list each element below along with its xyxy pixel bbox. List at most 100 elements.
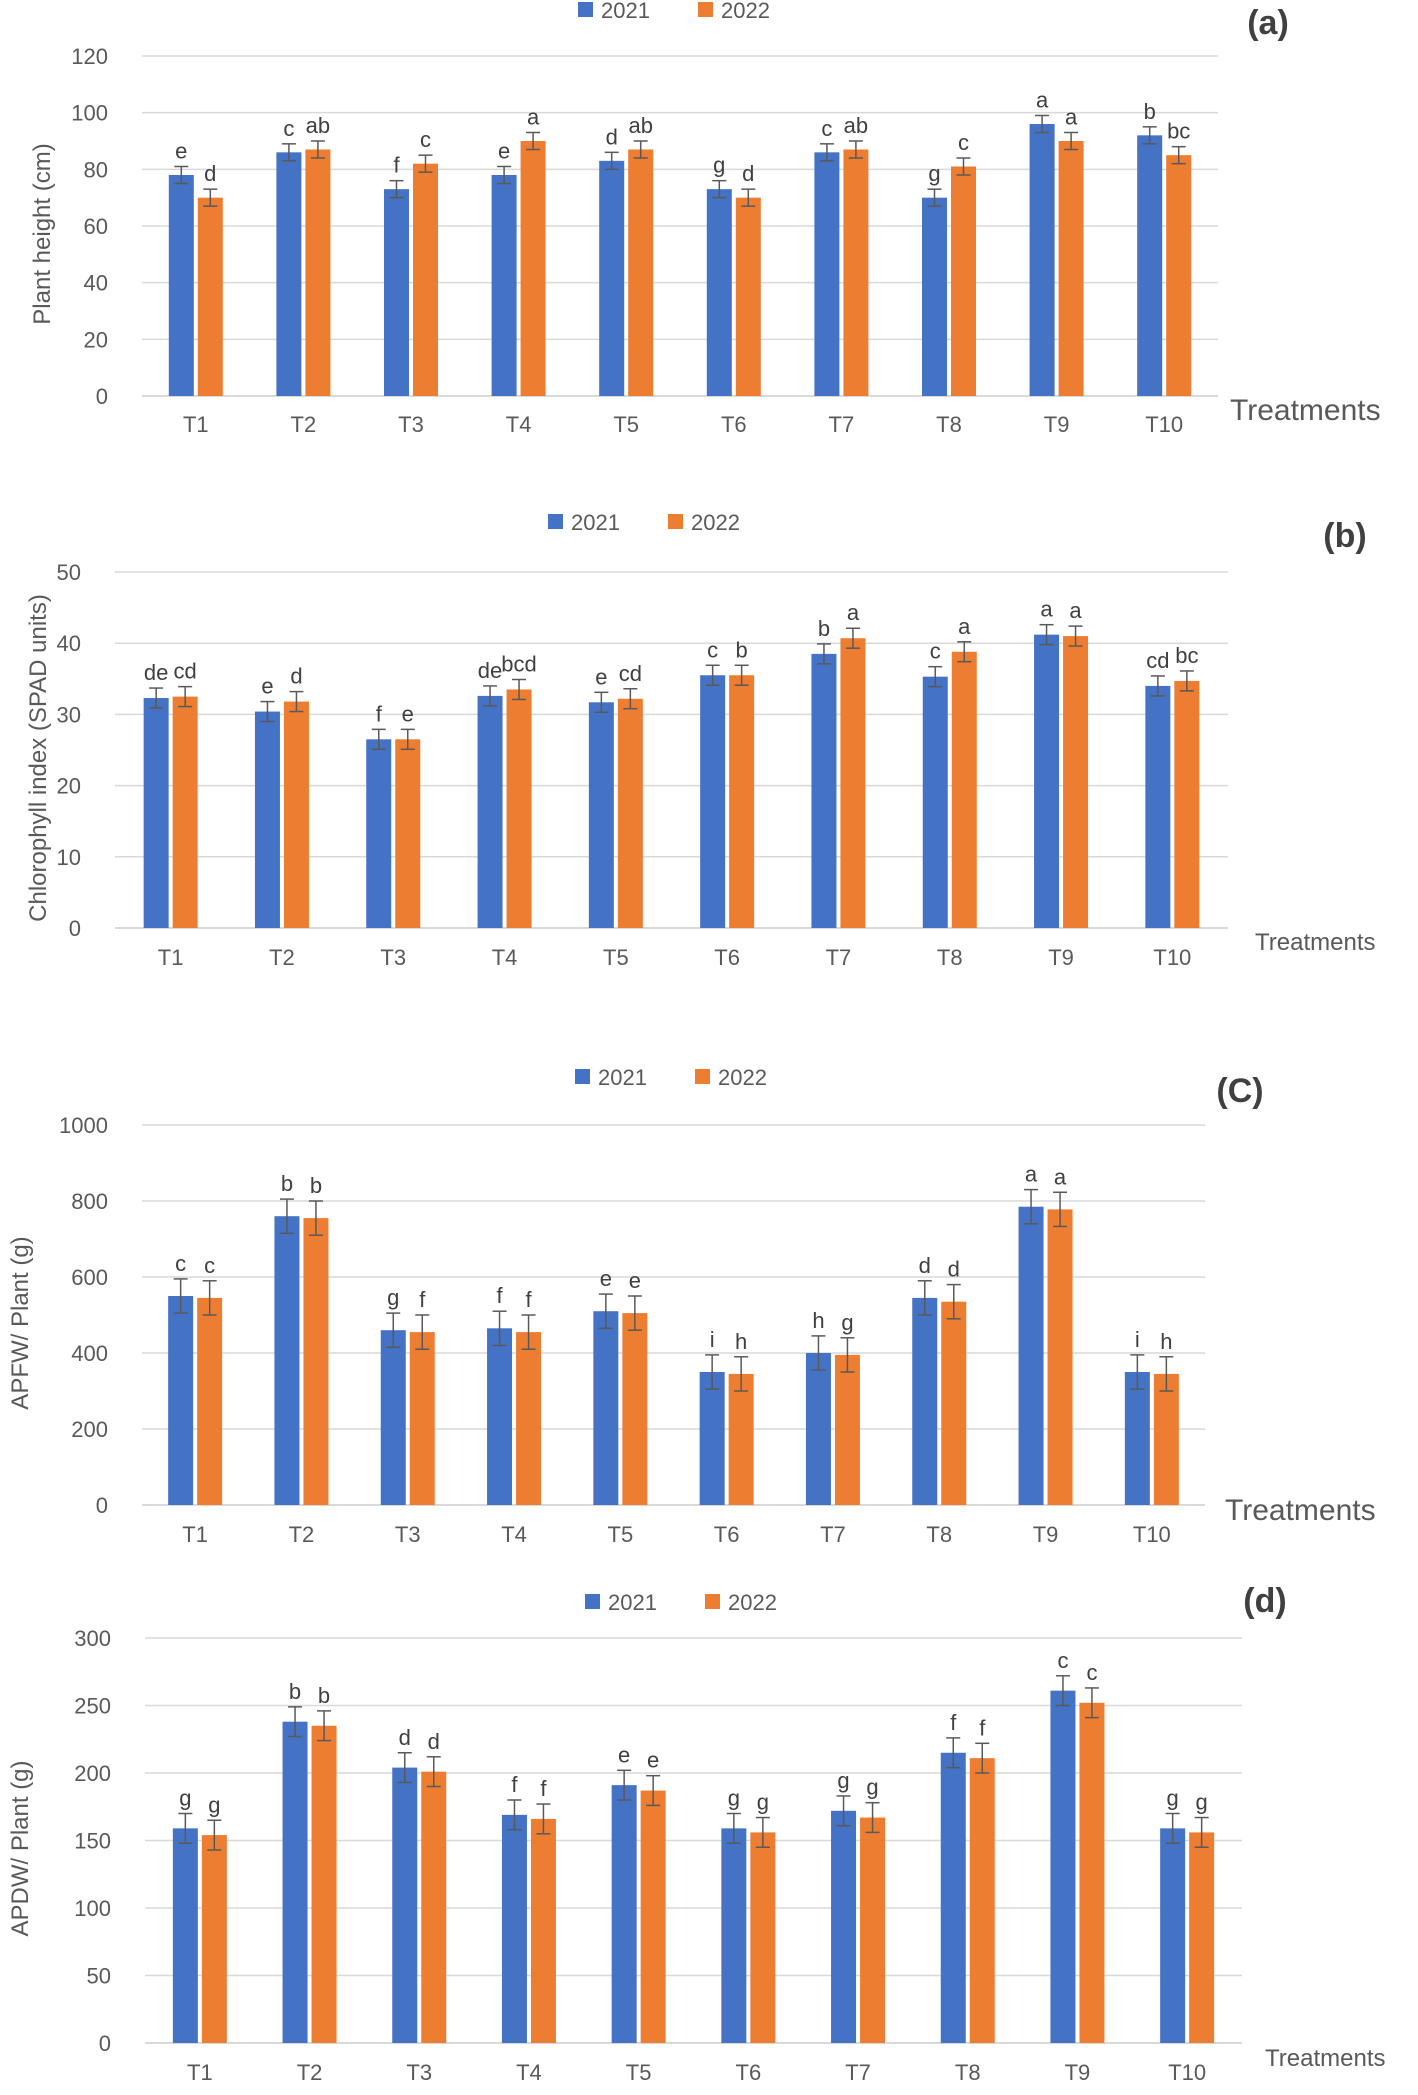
significance-letter: f — [393, 153, 400, 178]
x-tick-label: T8 — [955, 2060, 981, 2085]
significance-letter: c — [204, 1253, 215, 1278]
bar-2022-T5 — [617, 698, 643, 928]
x-tick-label: T1 — [187, 2060, 213, 2085]
bar-2022-T7 — [834, 1354, 860, 1505]
significance-letter: bcd — [501, 652, 536, 677]
x-tick-label: T6 — [714, 945, 740, 970]
panel-label: (b) — [1323, 517, 1366, 555]
bar-2021-T6 — [700, 675, 726, 928]
bar-2022-T2 — [305, 149, 331, 396]
x-tick-label: T5 — [603, 945, 629, 970]
bar-2021-T8 — [922, 676, 948, 928]
bar-2022-T6 — [728, 1373, 754, 1505]
x-tick-label: T9 — [1048, 945, 1074, 970]
y-tick-label: 60 — [84, 214, 108, 239]
y-tick-label: 20 — [84, 327, 108, 352]
bar-2021-T4 — [501, 1814, 527, 2043]
significance-letter: ab — [306, 113, 330, 138]
significance-letter: i — [710, 1327, 715, 1352]
bar-2021-T6 — [721, 1828, 747, 2043]
bar-2022-T3 — [409, 1332, 435, 1505]
panel-label: (d) — [1243, 1582, 1286, 1620]
significance-letter: h — [1160, 1329, 1172, 1354]
x-tick-label: T7 — [826, 945, 852, 970]
significance-letter: e — [175, 139, 187, 164]
y-tick-label: 40 — [84, 271, 108, 296]
significance-letter: c — [930, 639, 941, 664]
y-tick-label: 400 — [71, 1341, 108, 1366]
bar-2021-T3 — [366, 739, 392, 928]
significance-letter: h — [812, 1308, 824, 1333]
y-tick-label: 800 — [71, 1189, 108, 1214]
significance-letter: f — [525, 1287, 532, 1312]
bar-2022-T1 — [172, 696, 198, 928]
significance-letter: a — [1065, 105, 1078, 130]
bar-2022-T10 — [1166, 155, 1192, 396]
significance-letter: bc — [1167, 119, 1190, 144]
significance-letter: bc — [1175, 643, 1198, 668]
significance-letter: de — [144, 660, 168, 685]
significance-letter: d — [919, 1253, 931, 1278]
legend-label-2021: 2021 — [608, 1590, 657, 1615]
y-tick-label: 200 — [74, 1761, 111, 1786]
bar-2021-T1 — [168, 1296, 194, 1505]
bar-2021-T7 — [831, 1810, 857, 2043]
significance-letter: d — [204, 161, 216, 186]
significance-letter: e — [498, 139, 510, 164]
y-tick-label: 0 — [96, 1493, 108, 1518]
bar-2021-T1 — [143, 698, 169, 928]
bar-2022-T8 — [951, 651, 977, 928]
bar-2022-T10 — [1153, 1373, 1179, 1505]
x-tick-label: T8 — [937, 945, 963, 970]
significance-letter: e — [618, 1742, 630, 1767]
significance-letter: e — [647, 1748, 659, 1773]
x-tick-label: T6 — [714, 1522, 740, 1547]
significance-letter: cd — [1146, 648, 1169, 673]
bar-2022-T4 — [530, 1818, 556, 2043]
significance-letter: c — [707, 637, 718, 662]
bar-2021-T10 — [1137, 135, 1163, 397]
bar-2021-T4 — [487, 1328, 513, 1505]
legend-swatch-2021 — [575, 1069, 590, 1084]
x-tick-label: T5 — [626, 2060, 652, 2085]
legend-label-2021: 2021 — [598, 1065, 647, 1090]
bar-2021-T7 — [805, 1353, 831, 1505]
y-tick-label: 30 — [57, 702, 81, 727]
bar-2022-T9 — [1058, 141, 1084, 396]
significance-letter: c — [1086, 1660, 1097, 1685]
significance-letter: d — [290, 664, 302, 689]
bar-2021-T8 — [940, 1752, 966, 2043]
x-tick-label: T7 — [845, 2060, 871, 2085]
legend-swatch-2022 — [698, 2, 713, 17]
bar-2022-T7 — [840, 638, 866, 928]
legend-swatch-2022 — [695, 1069, 710, 1084]
x-tick-label: T1 — [158, 945, 184, 970]
significance-letter: a — [847, 600, 860, 625]
bar-2021-T1 — [168, 175, 194, 396]
significance-letter: g — [1167, 1786, 1179, 1811]
panel-label: (C) — [1216, 1072, 1263, 1110]
x-tick-label: T4 — [501, 1522, 527, 1547]
y-tick-label: 600 — [71, 1265, 108, 1290]
bar-2022-T1 — [197, 197, 223, 396]
bar-2021-T1 — [172, 1828, 198, 2043]
y-axis-label: Plant height (cm) — [29, 143, 56, 324]
significance-letter: b — [736, 637, 748, 662]
significance-letter: f — [496, 1283, 503, 1308]
bar-2022-T8 — [951, 166, 976, 396]
x-tick-label: T3 — [398, 412, 424, 437]
x-tick-label: T4 — [516, 2060, 542, 2085]
significance-letter: a — [1036, 88, 1049, 113]
significance-letter: e — [595, 664, 607, 689]
bar-2022-T10 — [1174, 680, 1200, 928]
significance-letter: e — [261, 674, 273, 699]
bar-2021-T6 — [706, 189, 732, 396]
bar-2022-T2 — [311, 1725, 337, 2043]
significance-letter: f — [540, 1776, 547, 1801]
significance-letter: a — [1069, 598, 1082, 623]
bar-2022-T1 — [197, 1297, 223, 1505]
x-tick-label: T7 — [820, 1522, 846, 1547]
significance-letter: b — [281, 1171, 293, 1196]
